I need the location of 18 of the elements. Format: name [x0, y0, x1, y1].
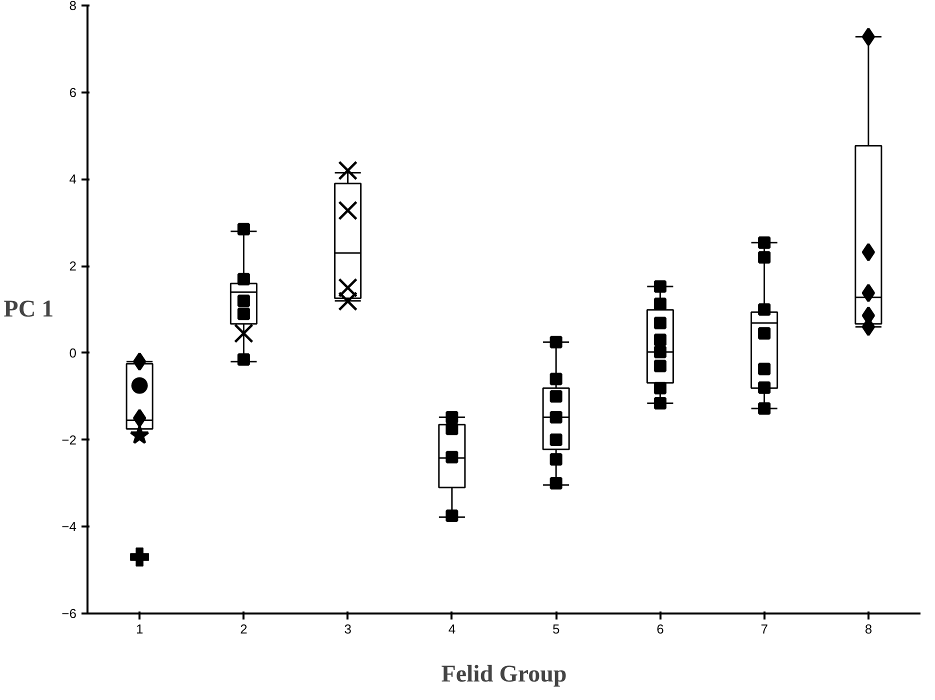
y-tick-label: −6	[62, 606, 77, 621]
y-tick-label: 0	[69, 345, 77, 360]
y-tick-label: 6	[69, 84, 77, 100]
y-tick-label: −2	[62, 432, 77, 448]
x-tick-label: 6	[656, 622, 664, 636]
x-tick-label: 7	[760, 622, 768, 636]
y-axis-title: PC 1	[4, 296, 54, 322]
y-tick-label: 4	[69, 172, 77, 187]
y-tick-label: 8	[69, 0, 77, 13]
x-tick-label: 1	[136, 622, 144, 636]
x-tick-label: 8	[864, 622, 872, 636]
y-tick-label: −4	[62, 519, 77, 534]
y-tick-label: 2	[69, 258, 77, 274]
x-tick-label: 5	[552, 622, 560, 636]
x-axis-title: Felid Group	[441, 662, 567, 688]
x-tick-label: 3	[344, 622, 352, 636]
x-tick-label: 2	[240, 622, 248, 636]
x-tick-label: 4	[448, 622, 456, 636]
